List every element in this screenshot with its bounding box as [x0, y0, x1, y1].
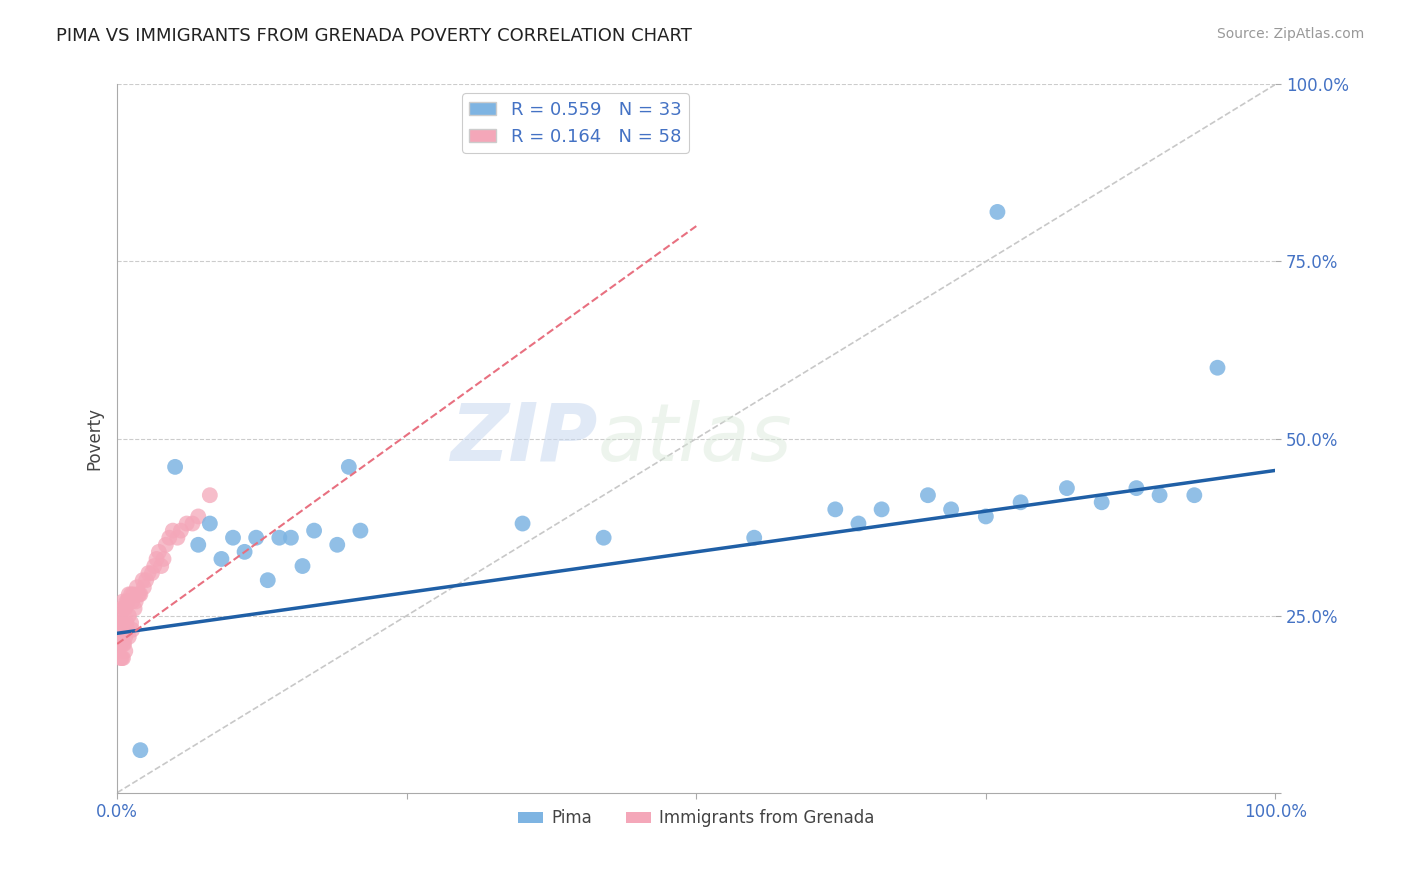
Point	[129, 587, 152, 601]
Point	[939, 502, 962, 516]
Point	[157, 531, 180, 545]
Y-axis label: Poverty: Poverty	[86, 407, 103, 470]
Point	[111, 623, 134, 637]
Point	[592, 531, 614, 545]
Point	[1056, 481, 1078, 495]
Point	[120, 615, 142, 630]
Point	[135, 573, 157, 587]
Point	[170, 524, 193, 538]
Point	[280, 531, 302, 545]
Point	[291, 559, 314, 574]
Point	[187, 538, 209, 552]
Point	[256, 573, 278, 587]
Point	[114, 644, 136, 658]
Point	[148, 545, 170, 559]
Point	[125, 594, 148, 608]
Point	[152, 552, 174, 566]
Point	[118, 587, 141, 601]
Point	[120, 587, 142, 601]
Point	[128, 587, 150, 601]
Point	[115, 615, 138, 630]
Point	[118, 630, 141, 644]
Point	[110, 651, 132, 665]
Point	[326, 538, 349, 552]
Point	[105, 644, 128, 658]
Point	[198, 516, 221, 531]
Point	[209, 552, 232, 566]
Point	[112, 601, 135, 615]
Legend: Pima, Immigrants from Grenada: Pima, Immigrants from Grenada	[512, 803, 882, 834]
Point	[112, 637, 135, 651]
Point	[105, 630, 128, 644]
Point	[269, 531, 291, 545]
Point	[245, 531, 267, 545]
Point	[742, 531, 765, 545]
Point	[155, 538, 177, 552]
Point	[974, 509, 997, 524]
Point	[1149, 488, 1171, 502]
Point	[176, 516, 198, 531]
Point	[121, 623, 143, 637]
Point	[141, 566, 163, 580]
Point	[162, 524, 184, 538]
Point	[117, 623, 139, 637]
Point	[1125, 481, 1147, 495]
Point	[848, 516, 870, 531]
Point	[108, 608, 131, 623]
Point	[337, 459, 360, 474]
Point	[166, 531, 188, 545]
Point	[122, 587, 145, 601]
Point	[111, 594, 134, 608]
Point	[150, 559, 173, 574]
Text: ZIP: ZIP	[450, 400, 598, 477]
Point	[108, 630, 131, 644]
Point	[138, 566, 160, 580]
Point	[512, 516, 534, 531]
Point	[131, 573, 153, 587]
Point	[111, 651, 134, 665]
Point	[870, 502, 893, 516]
Point	[165, 459, 187, 474]
Point	[118, 608, 141, 623]
Point	[302, 524, 325, 538]
Point	[105, 615, 128, 630]
Point	[114, 601, 136, 615]
Point	[127, 587, 149, 601]
Point	[124, 601, 146, 615]
Point	[132, 580, 155, 594]
Point	[114, 630, 136, 644]
Point	[129, 743, 152, 757]
Point	[111, 615, 134, 630]
Point	[181, 516, 204, 531]
Point	[117, 594, 139, 608]
Point	[111, 630, 134, 644]
Point	[222, 531, 245, 545]
Point	[1182, 488, 1205, 502]
Point	[125, 580, 148, 594]
Point	[121, 594, 143, 608]
Point	[1010, 495, 1032, 509]
Point	[110, 615, 132, 630]
Point	[986, 205, 1008, 219]
Text: atlas: atlas	[598, 400, 793, 477]
Point	[110, 637, 132, 651]
Point	[824, 502, 846, 516]
Text: PIMA VS IMMIGRANTS FROM GRENADA POVERTY CORRELATION CHART: PIMA VS IMMIGRANTS FROM GRENADA POVERTY …	[56, 27, 692, 45]
Point	[233, 545, 256, 559]
Point	[111, 637, 134, 651]
Text: Source: ZipAtlas.com: Source: ZipAtlas.com	[1216, 27, 1364, 41]
Point	[115, 594, 138, 608]
Point	[145, 552, 167, 566]
Point	[1206, 360, 1229, 375]
Point	[187, 509, 209, 524]
Point	[198, 488, 221, 502]
Point	[143, 559, 166, 574]
Point	[1091, 495, 1114, 509]
Point	[917, 488, 939, 502]
Point	[111, 601, 134, 615]
Point	[111, 651, 134, 665]
Point	[349, 524, 371, 538]
